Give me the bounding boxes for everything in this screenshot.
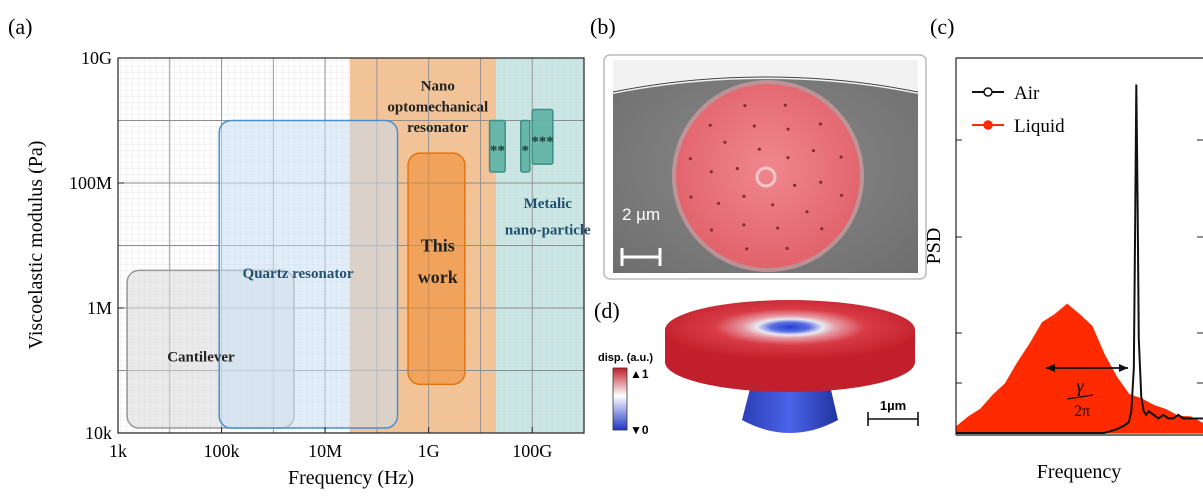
legend-label-air: Air (1014, 83, 1040, 104)
microdisk (676, 84, 860, 268)
legend-marker-liquid (983, 120, 993, 130)
disk-hole (742, 223, 746, 227)
y-axis-label-a: Viscoelastic modulus (Pa) (25, 141, 47, 350)
annotation-label: Cantilever (167, 349, 235, 365)
arrow-head-left (1046, 364, 1055, 372)
x-tick-label: 10M (308, 441, 342, 461)
scale-bar-b (620, 248, 662, 266)
disk-hole (818, 122, 823, 126)
scale-bar-d (867, 412, 919, 426)
x-axis-label-a: Frequency (Hz) (288, 467, 414, 489)
disk-hole (820, 227, 824, 231)
annotation-label: Nano (421, 79, 455, 95)
y-tick-label: 10G (81, 48, 112, 68)
region-marker-label: *** (531, 134, 554, 150)
annotation-label: Quartz resonator (243, 266, 354, 282)
annotation-label: Metalic (524, 196, 573, 212)
fem-simulation: disp. (a.u.) ▲1 ▼0 1µm (598, 300, 919, 437)
disk-center-ring (755, 166, 777, 188)
arrow-head-right (1119, 364, 1128, 372)
disk-hole (785, 246, 789, 250)
colorbar-min: ▼0 (630, 423, 649, 437)
disk-hole (689, 195, 693, 199)
disk-hole (819, 180, 823, 184)
panel-b-label: (b) (590, 14, 616, 39)
fraction-bar (1066, 394, 1094, 400)
disk-hole (786, 127, 790, 131)
annotation-label: nano-particle (505, 222, 591, 238)
disk-hole (839, 155, 843, 159)
region-marker-label: * (522, 143, 530, 159)
x-axis-label-c: Frequency (1037, 461, 1121, 483)
disk-hole (709, 228, 714, 232)
disk-hole (793, 183, 797, 188)
x-tick-label: 100G (512, 441, 552, 461)
region-5 (531, 108, 554, 165)
disk-hole (783, 103, 787, 107)
disk-hole (735, 166, 739, 171)
disk-hole (742, 194, 746, 198)
disk-hole (709, 170, 713, 174)
disk-hole (786, 156, 790, 160)
disk-hole (811, 149, 816, 153)
disk-hole (716, 201, 721, 205)
legend-marker-air (983, 87, 993, 97)
chart-c: Air Liquid γ 2π Frequency PSD (923, 57, 1203, 483)
disk-top (665, 300, 915, 360)
colorbar-title: disp. (a.u.) (598, 352, 653, 364)
waveguide-edge (612, 76, 919, 93)
sem-image: 2 µm (603, 54, 927, 280)
region-1 (218, 119, 399, 429)
region-2 (407, 152, 466, 386)
gamma-symbol: γ (1076, 376, 1084, 396)
two-pi-symbol: 2π (1074, 403, 1090, 420)
x-tick-label: 1k (109, 441, 127, 461)
annotation-label: This (421, 236, 455, 256)
disk-hole (745, 247, 749, 251)
y-tick-label: 10k (85, 423, 112, 443)
disk-hole (805, 210, 809, 214)
disk-hole (743, 104, 747, 108)
disk-hole (776, 226, 780, 230)
disk-hole (839, 193, 844, 197)
disk-hole (723, 140, 727, 144)
annotation-label: optomechanical (387, 99, 488, 115)
y-axis-label-c: PSD (923, 228, 945, 265)
region-marker-label: ** (490, 143, 505, 159)
disk-holes (688, 103, 844, 251)
scale-label-b: 2 µm (622, 205, 660, 224)
legend-label-liquid: Liquid (1014, 116, 1065, 137)
panel-c-label: (c) (930, 14, 954, 39)
panel-a-label: (a) (8, 14, 32, 39)
region-4 (519, 119, 531, 173)
plot-frame-a (117, 57, 585, 434)
annotation-label: resonator (407, 120, 469, 136)
disk-hole (688, 157, 693, 161)
y-tick-label: 100M (69, 173, 112, 193)
scale-label-d: 1µm (880, 398, 906, 413)
x-tick-label: 1G (418, 441, 440, 461)
disk-hole (708, 123, 712, 127)
disk-hole (757, 147, 761, 151)
disk-hole (752, 124, 756, 128)
annotation-label: work (418, 267, 458, 287)
series-air (956, 84, 1203, 434)
y-tick-label: 1M (87, 298, 112, 318)
colorbar-max: ▲1 (630, 367, 649, 381)
colorbar (612, 367, 628, 431)
region-3 (488, 119, 506, 173)
disk-hole (771, 203, 775, 207)
panel-d-label: (d) (594, 298, 620, 323)
x-tick-label: 100k (204, 441, 240, 461)
